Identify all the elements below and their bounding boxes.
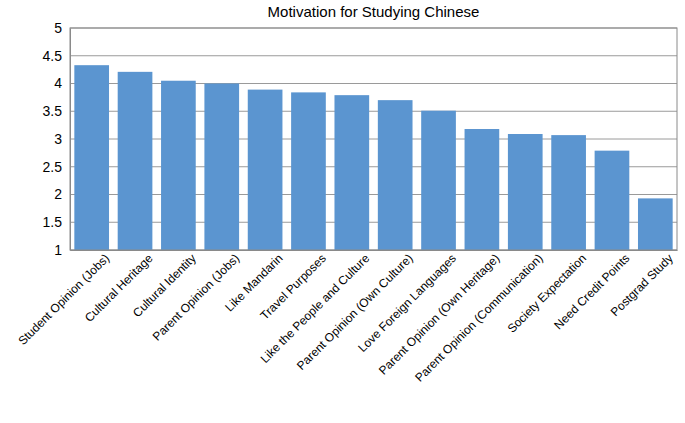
y-tick-label: 5 (54, 20, 62, 36)
bar (595, 151, 630, 250)
bar (248, 90, 283, 250)
y-tick-label: 1 (54, 242, 62, 258)
y-tick-label: 4.5 (43, 48, 63, 64)
grid (70, 28, 677, 250)
x-tick: Society Expectation (505, 251, 589, 335)
y-tick-label: 4 (54, 75, 62, 91)
bar (291, 92, 326, 250)
bar (638, 198, 673, 250)
bar (204, 84, 239, 251)
y-tick: 4.5 (43, 48, 63, 64)
x-tick-label: Society Expectation (505, 251, 589, 335)
plot-background (70, 28, 677, 250)
bar (161, 81, 196, 250)
y-tick-label: 2 (54, 186, 62, 202)
y-axis-line (70, 29, 71, 251)
bar (465, 129, 500, 250)
y-axis: 1 1.5 2 2.5 3 3.5 4 4.5 5 (43, 20, 71, 258)
chart: 1 1.5 2 2.5 3 3.5 4 4.5 5 Student Opinion (Jobs)C… (0, 0, 685, 423)
y-tick: 2 (54, 186, 62, 202)
x-axis: Student Opinion (Jobs)Cultural HeritageC… (15, 251, 677, 385)
y-tick: 1 (54, 242, 62, 258)
bar (421, 111, 456, 250)
x-tick-label: Postgrad Study (608, 251, 676, 319)
y-tick: 5 (54, 20, 62, 36)
bar (118, 72, 153, 250)
x-tick: Postgrad Study (608, 251, 676, 319)
y-tick-label: 3.5 (43, 103, 63, 119)
grid-line (70, 55, 677, 56)
y-tick: 4 (54, 75, 62, 91)
bar (551, 135, 586, 250)
bar (74, 65, 109, 250)
bar (378, 100, 413, 250)
x-tick: Need Credit Points (551, 251, 632, 332)
y-tick-label: 1.5 (43, 214, 63, 230)
bar (508, 134, 543, 250)
y-tick: 1.5 (43, 214, 63, 230)
y-tick-label: 2.5 (43, 159, 63, 175)
plot-frame (70, 28, 677, 250)
x-tick-label: Need Credit Points (551, 251, 632, 332)
plot: 1 1.5 2 2.5 3 3.5 4 4.5 5 Student Opinion (Jobs)C… (15, 20, 677, 385)
bar (334, 95, 369, 250)
title: Motivation for Studying Chinese (268, 3, 480, 20)
y-tick: 3.5 (43, 103, 63, 119)
y-tick: 2.5 (43, 159, 63, 175)
bars (74, 65, 672, 250)
y-tick-label: 3 (54, 131, 62, 147)
y-tick: 3 (54, 131, 62, 147)
x-axis-line (71, 250, 678, 251)
